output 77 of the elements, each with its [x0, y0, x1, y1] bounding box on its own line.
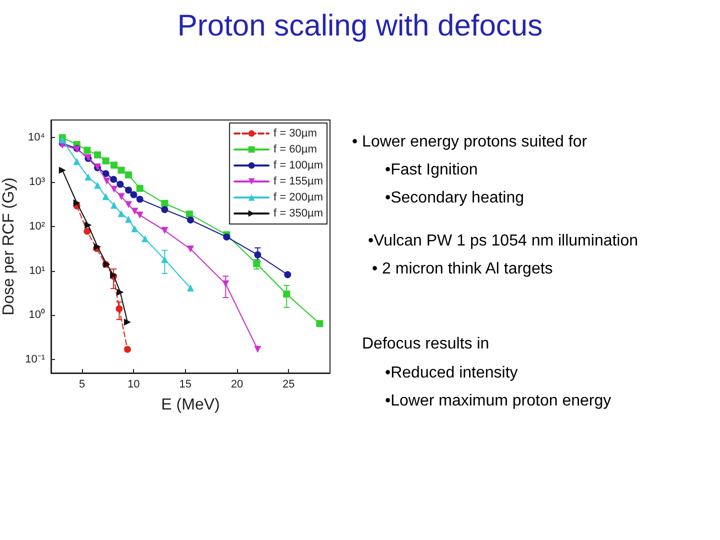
point	[84, 174, 92, 180]
point	[110, 202, 118, 209]
point	[161, 227, 168, 234]
point	[316, 320, 324, 328]
point	[103, 178, 110, 185]
legend-label: f = 155µm	[274, 176, 324, 188]
point	[110, 176, 118, 183]
point	[161, 200, 168, 207]
point	[187, 216, 194, 224]
point	[118, 166, 125, 174]
point	[94, 151, 101, 158]
point	[73, 199, 80, 206]
text: • Lower energy protons suited for	[352, 134, 588, 150]
point	[125, 171, 132, 178]
legend-label: f = 30µm	[274, 128, 317, 140]
point	[125, 216, 132, 223]
point	[116, 305, 123, 312]
x-tick-label: 15	[179, 378, 192, 390]
point	[94, 182, 101, 189]
point	[161, 206, 168, 214]
point	[84, 222, 92, 229]
point	[136, 196, 144, 203]
x-tick-label: 5	[78, 378, 86, 390]
text: •Secondary heating	[385, 190, 524, 206]
y-tick-label: 10⁰	[28, 308, 45, 322]
point	[125, 201, 132, 208]
point	[142, 235, 149, 242]
point	[222, 280, 230, 288]
point	[118, 193, 125, 200]
y-tick-label: 10³	[29, 176, 46, 188]
point	[187, 284, 194, 292]
point	[73, 158, 80, 166]
chart-title: Proton scaling with defocus	[177, 10, 543, 42]
text: Defocus results in	[362, 336, 490, 352]
point	[116, 180, 124, 188]
x-tick-label: 25	[282, 378, 295, 390]
point	[124, 346, 131, 353]
point	[118, 210, 125, 218]
legend-label: f = 60µm	[274, 144, 317, 156]
y-axis-title: Dose per RCF (Gy)	[0, 178, 18, 316]
point	[110, 162, 118, 169]
point	[187, 246, 194, 253]
point	[130, 191, 138, 198]
point	[136, 212, 144, 219]
text: •Lower maximum proton energy	[385, 392, 612, 410]
legend-label: f = 200µm	[274, 192, 324, 204]
point	[124, 318, 131, 326]
point	[102, 193, 110, 200]
point	[161, 256, 168, 264]
point	[283, 290, 290, 298]
point	[84, 228, 91, 235]
point	[84, 146, 91, 154]
point	[284, 271, 292, 278]
point	[131, 208, 138, 215]
y-tick-label: 10⁴	[28, 132, 46, 144]
x-axis-title: E (MeV)	[161, 396, 220, 414]
y-tick-label: 10¹	[29, 264, 46, 277]
text: • 2 micron think Al targets	[372, 260, 553, 278]
y-tick-label: 10²	[29, 220, 46, 232]
point	[102, 157, 110, 164]
text: •Reduced intensity	[385, 364, 518, 382]
text: •Fast Ignition	[385, 162, 478, 178]
x-tick-label: 20	[230, 378, 244, 390]
legend-label: f = 100µm	[274, 160, 324, 172]
point	[136, 184, 144, 192]
point	[125, 186, 132, 194]
x-tick-label: 10	[128, 378, 140, 390]
point	[110, 186, 118, 193]
point	[116, 288, 124, 296]
point	[58, 166, 66, 174]
point	[131, 225, 138, 232]
point	[102, 170, 110, 178]
text: •Vulcan PW 1 ps 1054 nm illumination	[368, 232, 638, 250]
legend-label: f = 350µm	[274, 208, 324, 220]
point	[254, 346, 262, 353]
point	[186, 210, 193, 218]
y-tick-label: 10⁻¹	[25, 354, 46, 366]
